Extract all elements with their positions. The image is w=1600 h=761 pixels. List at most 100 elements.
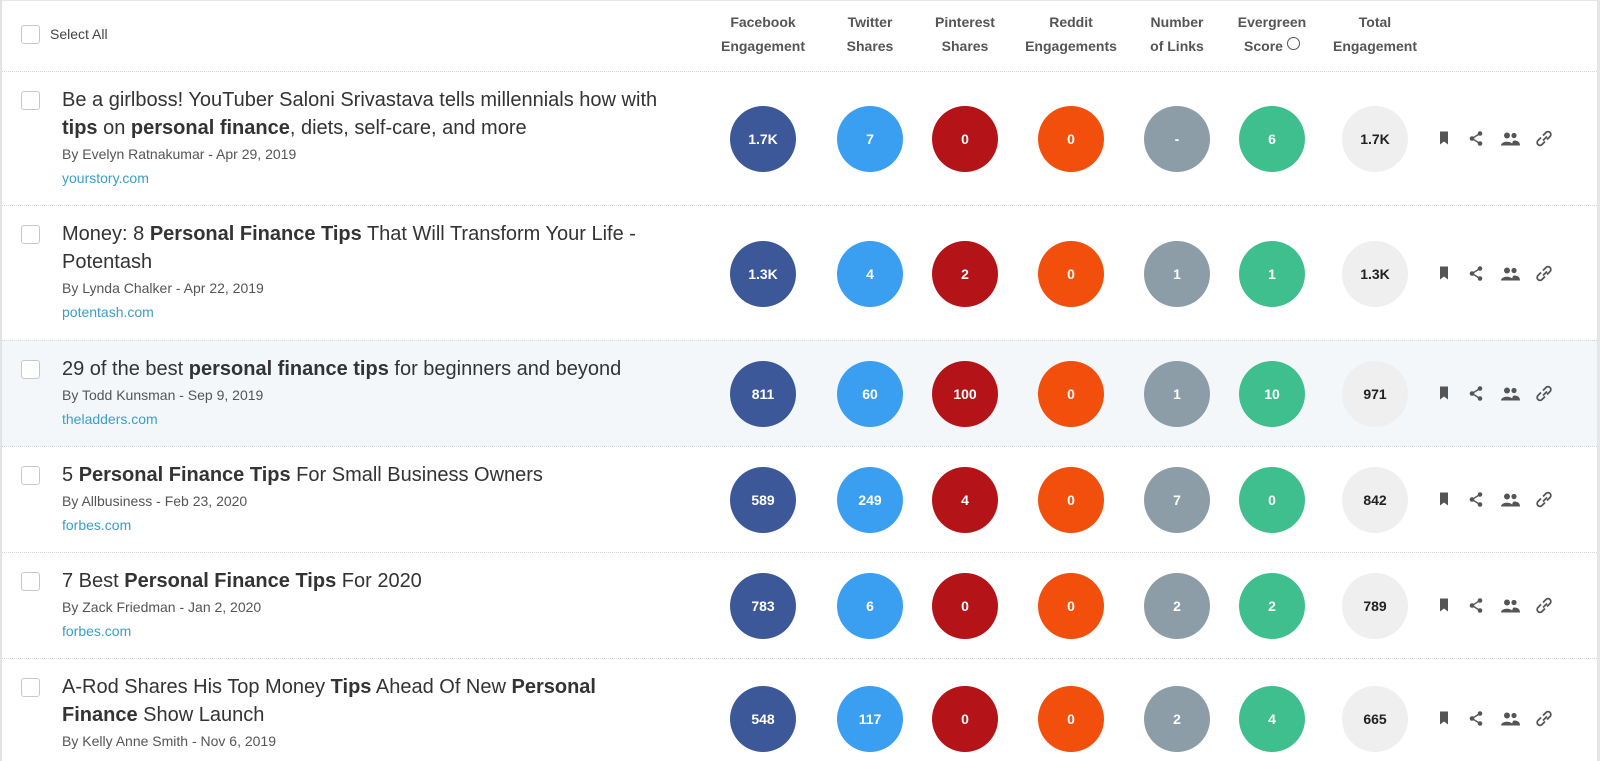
metric-circle: 7 — [837, 106, 903, 172]
share-icon[interactable] — [1469, 491, 1487, 508]
row-checkbox[interactable] — [21, 360, 40, 379]
metric-circle: 4 — [837, 240, 903, 307]
domain[interactable]: yourstory.com — [62, 170, 149, 186]
metric-circle: 1.7K — [1342, 106, 1408, 172]
influencers-icon[interactable] — [1501, 597, 1521, 614]
metric-circle: 548 — [730, 686, 796, 752]
article-title[interactable]: 29 of the best personal finance tips for… — [62, 355, 672, 383]
column-header-line: Twitter — [847, 14, 893, 30]
metric-circle: 2 — [1144, 686, 1210, 752]
metric-circle: 842 — [1342, 467, 1408, 533]
metric-circle: 10 — [1239, 361, 1305, 427]
backlinks-icon[interactable] — [1535, 710, 1553, 727]
article: Money: 8 Personal Finance Tips That Will… — [62, 220, 672, 324]
metric-circle: 1 — [1239, 240, 1305, 307]
bookmark-icon[interactable] — [1437, 130, 1455, 147]
domain[interactable]: forbes.com — [62, 517, 132, 533]
metric-circle: 2 — [932, 240, 998, 307]
influencers-icon[interactable] — [1501, 491, 1521, 508]
share-icon[interactable] — [1469, 597, 1487, 614]
influencers-icon[interactable] — [1501, 265, 1521, 282]
row-checkbox[interactable] — [21, 678, 40, 697]
metric-circle: - — [1144, 106, 1210, 172]
metric-circle: 665 — [1342, 686, 1408, 752]
metric-circle: 0 — [1239, 467, 1305, 533]
title-segment: Money: 8 — [62, 223, 150, 245]
title-segment: Personal Finance Tips — [124, 570, 337, 592]
title-segment: Show Launch — [137, 704, 265, 726]
domain[interactable]: theladders.com — [62, 411, 158, 427]
metric-circle: 0 — [1038, 361, 1104, 427]
row-checkbox[interactable] — [21, 225, 40, 244]
byline: By Allbusiness - Feb 23, 2020 — [62, 493, 248, 509]
metric-circle: 100 — [932, 361, 998, 427]
title-segment: 7 Best — [62, 570, 125, 592]
metric-circle: 60 — [837, 361, 903, 427]
title-segment: 29 of the best — [62, 358, 189, 380]
row-checkbox[interactable] — [21, 91, 40, 110]
row-checkbox[interactable] — [21, 466, 40, 485]
article: Be a girlboss! YouTuber Saloni Srivastav… — [62, 86, 672, 190]
column-header-line: Engagement — [720, 38, 805, 54]
column-header: Evergreen Score — [1217, 10, 1327, 58]
share-icon[interactable] — [1469, 265, 1487, 282]
bookmark-icon[interactable] — [1437, 597, 1455, 614]
share-icon[interactable] — [1469, 385, 1487, 402]
backlinks-icon[interactable] — [1535, 130, 1553, 147]
article-title[interactable]: Money: 8 Personal Finance Tips That Will… — [62, 220, 672, 276]
title-segment: 5 — [62, 464, 79, 486]
title-segment: That Will Transform Your Life - Potentas… — [62, 223, 636, 273]
title-segment: personal finance tips — [188, 358, 389, 380]
column-header-line: Reddit — [1049, 14, 1093, 30]
row-actions — [1437, 710, 1553, 727]
metric-circle: 4 — [932, 467, 998, 533]
metric-circle: 2 — [1239, 573, 1305, 639]
select-all-label[interactable]: Select All — [50, 26, 108, 42]
result-row: 29 of the best personal finance tips for… — [2, 340, 1597, 447]
metric-circle: 4 — [1239, 686, 1305, 752]
title-segment: personal finance — [130, 117, 290, 139]
bookmark-icon[interactable] — [1437, 710, 1455, 727]
title-segment: For Small Business Owners — [290, 464, 543, 486]
backlinks-icon[interactable] — [1535, 597, 1553, 614]
row-actions — [1437, 130, 1553, 147]
byline: By Todd Kunsman - Sep 9, 2019 — [62, 387, 264, 403]
domain[interactable]: forbes.com — [62, 623, 132, 639]
backlinks-icon[interactable] — [1535, 491, 1553, 508]
row-checkbox[interactable] — [21, 572, 40, 591]
article-title[interactable]: 5 Personal Finance Tips For Small Busine… — [62, 461, 672, 489]
column-header-line: Shares — [941, 38, 989, 54]
share-icon[interactable] — [1469, 130, 1487, 147]
article: A-Rod Shares His Top Money Tips Ahead Of… — [62, 673, 672, 753]
article-title[interactable]: Be a girlboss! YouTuber Saloni Srivastav… — [62, 86, 672, 142]
row-actions — [1437, 385, 1553, 402]
article: 7 Best Personal Finance Tips For 2020 By … — [62, 567, 672, 643]
influencers-icon[interactable] — [1501, 710, 1521, 727]
metric-circle: 1 — [1144, 361, 1210, 427]
share-icon[interactable] — [1469, 710, 1487, 727]
metric-circle: 117 — [837, 686, 903, 752]
backlinks-icon[interactable] — [1535, 265, 1553, 282]
metric-circle: 6 — [1239, 106, 1305, 172]
select-all-checkbox[interactable] — [21, 25, 40, 44]
domain[interactable]: potentash.com — [62, 304, 154, 320]
result-row: A-Rod Shares His Top Money Tips Ahead Of… — [2, 658, 1597, 761]
metric-circle: 1.7K — [730, 106, 796, 172]
influencers-icon[interactable] — [1501, 385, 1521, 402]
influencers-icon[interactable] — [1501, 130, 1521, 147]
bookmark-icon[interactable] — [1437, 265, 1455, 282]
metric-circle: 0 — [1038, 573, 1104, 639]
bookmark-icon[interactable] — [1437, 385, 1455, 402]
metric-circle: 0 — [932, 686, 998, 752]
column-header: Pinterest Shares — [910, 10, 1020, 58]
article-title[interactable]: A-Rod Shares His Top Money Tips Ahead Of… — [62, 673, 672, 729]
bookmark-icon[interactable] — [1437, 491, 1455, 508]
backlinks-icon[interactable] — [1535, 385, 1553, 402]
metric-circle: 0 — [932, 106, 998, 172]
article-title[interactable]: 7 Best Personal Finance Tips For 2020 — [62, 567, 672, 595]
metric-circle: 783 — [730, 573, 796, 639]
column-header: Twitter Shares — [815, 10, 925, 58]
byline: By Lynda Chalker - Apr 22, 2019 — [62, 280, 264, 296]
